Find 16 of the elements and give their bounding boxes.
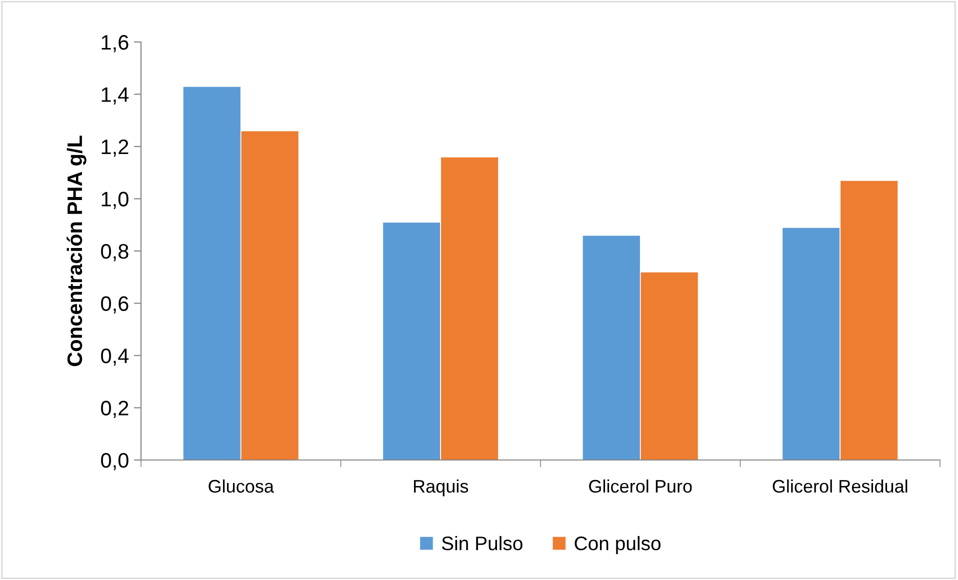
y-tick-label: 1,2 [102, 140, 128, 157]
y-tick-label: 1,4 [102, 87, 129, 104]
y-tick-label: 0,6 [101, 296, 128, 314]
y-tick-label: 0,8 [101, 244, 128, 262]
y-tick-label: 1,0 [102, 192, 128, 209]
y-tick-label: 0,4 [101, 348, 129, 366]
legend-label: Sin Pulso [442, 536, 522, 550]
x-tick-label: Glicerol Puro [589, 479, 692, 493]
legend-label: Con pulso [574, 536, 661, 554]
y-tick-label: 0,0 [101, 453, 128, 470]
y-tick-label: 0,2 [101, 400, 128, 418]
x-tick-label: Glucosa [208, 479, 274, 493]
x-tick-label: Raquis [414, 479, 468, 496]
x-tick-label: Glicerol Residual [772, 479, 908, 493]
y-tick-label: 1,6 [102, 35, 128, 52]
y-axis-title: Concentración PHA g/L [66, 136, 86, 366]
